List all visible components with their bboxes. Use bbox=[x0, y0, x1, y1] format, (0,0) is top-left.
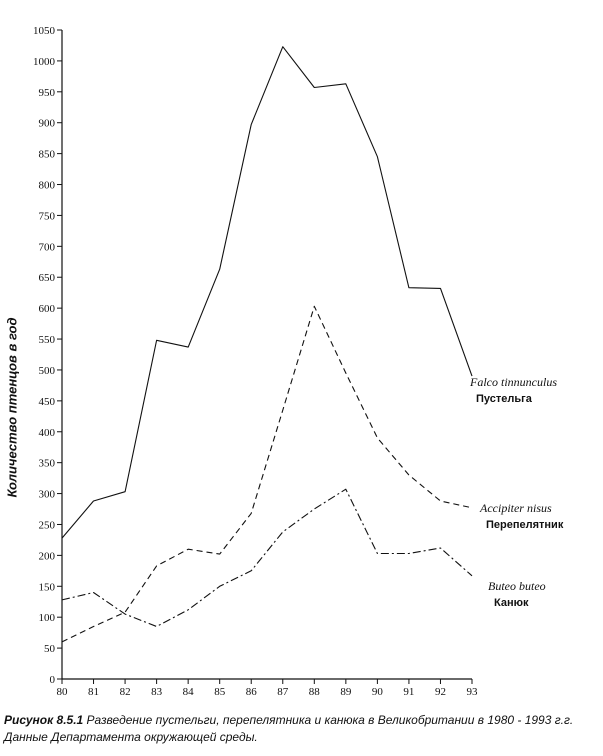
y-tick-label: 450 bbox=[39, 396, 56, 408]
y-tick-label: 600 bbox=[39, 303, 56, 315]
figure-caption: Рисунок 8.5.1 Разведение пустельги, пере… bbox=[4, 712, 600, 746]
y-axis-title: Количество птенцов в год bbox=[4, 317, 20, 498]
y-tick-label: 1000 bbox=[33, 56, 56, 68]
y-tick-label: 300 bbox=[39, 489, 56, 501]
y-tick-label: 50 bbox=[44, 643, 56, 655]
x-tick-label: 84 bbox=[183, 686, 195, 698]
series-label-latin: Accipiter nisus bbox=[479, 501, 552, 515]
y-tick-label: 0 bbox=[50, 674, 56, 686]
x-tick-label: 81 bbox=[88, 686, 99, 698]
x-tick-label: 88 bbox=[309, 686, 321, 698]
x-tick-label: 80 bbox=[57, 686, 69, 698]
series-labels: Falco tinnunculus Пустельга Accipiter nisu… bbox=[469, 375, 564, 609]
chart-canvas: 0 50 100 150 200 250 300 350 400 450 500 550 600 650 7… bbox=[33, 25, 564, 698]
y-tick-label: 400 bbox=[39, 427, 56, 439]
y-tick-label: 250 bbox=[39, 519, 56, 531]
x-axis: 80 81 82 83 84 85 86 87 88 89 90 91 92 93 bbox=[57, 678, 479, 698]
y-tick-label: 150 bbox=[39, 581, 56, 593]
y-tick-label: 700 bbox=[39, 241, 56, 253]
caption-text: Разведение пустельги, перепелятника и ка… bbox=[4, 713, 574, 744]
x-tick-label: 91 bbox=[403, 686, 414, 698]
x-tick-label: 87 bbox=[277, 686, 289, 698]
y-tick-label: 550 bbox=[39, 334, 56, 346]
series-line-dashed bbox=[61, 305, 473, 643]
y-tick-label: 950 bbox=[39, 87, 56, 99]
caption-label: Рисунок 8.5.1 bbox=[4, 713, 84, 727]
x-tick-label: 90 bbox=[372, 686, 384, 698]
y-tick-label: 900 bbox=[39, 118, 56, 130]
y-axis: 0 50 100 150 200 250 300 350 400 450 500 550 600 650 7… bbox=[33, 25, 63, 686]
series-label-latin: Buteo buteo bbox=[488, 579, 546, 593]
x-tick-label: 82 bbox=[120, 686, 131, 698]
series-label-ru: Пустельга bbox=[476, 393, 533, 405]
series-label-latin: Falco tinnunculus bbox=[469, 375, 557, 389]
y-tick-label: 800 bbox=[39, 180, 56, 192]
x-tick-label: 89 bbox=[340, 686, 352, 698]
y-tick-label: 850 bbox=[39, 149, 56, 161]
y-tick-label: 750 bbox=[39, 210, 56, 222]
x-tick-label: 85 bbox=[214, 686, 226, 698]
y-tick-label: 1050 bbox=[33, 25, 56, 37]
x-tick-label: 83 bbox=[151, 686, 163, 698]
y-tick-label: 100 bbox=[39, 612, 56, 624]
x-tick-label: 93 bbox=[467, 686, 479, 698]
y-tick-label: 500 bbox=[39, 365, 56, 377]
x-tick-label: 92 bbox=[435, 686, 446, 698]
series-line-solid bbox=[61, 46, 473, 539]
series-line-dashdot bbox=[61, 488, 473, 628]
x-tick-label: 86 bbox=[246, 686, 258, 698]
series-label-ru: Канюк bbox=[494, 597, 529, 609]
y-tick-label: 200 bbox=[39, 550, 56, 562]
series-label-ru: Перепелятник bbox=[486, 519, 564, 531]
y-tick-label: 650 bbox=[39, 272, 56, 284]
y-tick-label: 350 bbox=[39, 458, 56, 470]
series-layer bbox=[61, 46, 473, 643]
